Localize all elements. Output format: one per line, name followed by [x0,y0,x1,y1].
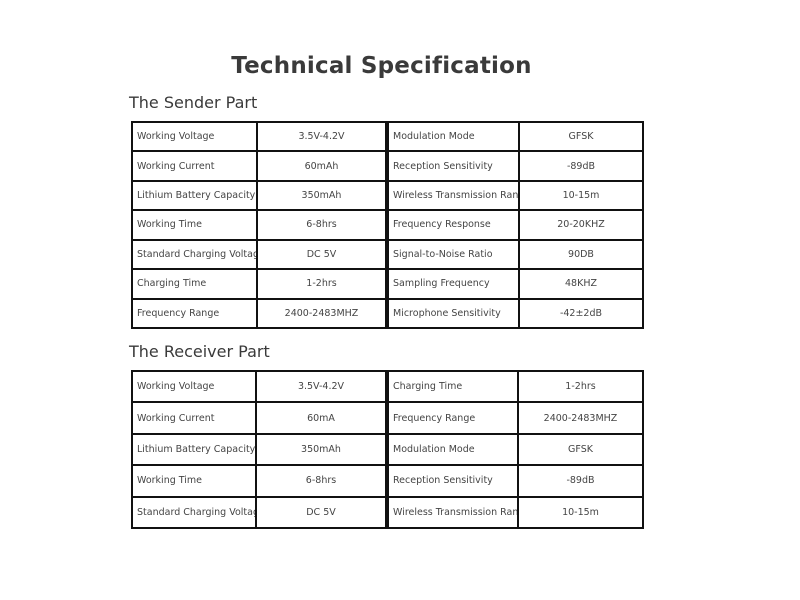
spec-label: Working Voltage [131,120,258,153]
spec-label: Working Time [131,209,258,241]
table-row: Lithium Battery Capacity 350mAh Modulation… [131,432,644,467]
spec-value: 3.5V-4.2V [256,120,388,153]
spec-value: 2400-2483MHZ [517,401,644,435]
table-row: Working Current 60mAh Reception Sensitivit… [131,150,644,182]
table-row: Standard Charging Voltage DC 5V Wireless T… [131,495,644,530]
spec-label: Working Current [131,401,257,435]
table-row: Working Time 6-8hrs Frequency Response 20-2… [131,209,644,241]
spec-label: Charging Time [131,268,258,300]
sender-heading: The Sender Part [129,93,258,112]
page-title: Technical Specification [231,53,532,79]
spec-label: Frequency Response [385,209,520,241]
spec-value: 60mA [255,401,388,435]
spec-label: Working Current [131,150,258,182]
spec-value: 3.5V-4.2V [255,369,388,404]
spec-value: 10-15m [517,495,644,530]
spec-value: -89dB [517,464,644,498]
table-row: Working Current 60mA Frequency Range 2400-2… [131,401,644,435]
spec-label: Sampling Frequency [385,268,520,300]
table-row: Frequency Range 2400-2483MHZ Microphone Se… [131,297,644,330]
table-row: Charging Time 1-2hrs Sampling Frequency 48K… [131,268,644,300]
spec-value: 6-8hrs [255,464,388,498]
sender-spec-table: Working Voltage 3.5V-4.2V Modulation Mode G… [131,120,644,330]
spec-label: Wireless Transmission Range [385,179,520,212]
spec-value: 60mAh [256,150,388,182]
spec-value: 48KHZ [518,268,644,300]
spec-value: 350mAh [255,432,388,467]
spec-label: Working Time [131,464,257,498]
spec-value: DC 5V [256,238,388,271]
spec-value: 20-20KHZ [518,209,644,241]
spec-label: Microphone Sensitivity [385,297,520,330]
receiver-heading: The Receiver Part [129,342,270,361]
spec-label: Wireless Transmission Range [385,495,519,530]
spec-label: Lithium Battery Capacity [131,432,257,467]
spec-value: -89dB [518,150,644,182]
spec-label: Frequency Range [385,401,519,435]
spec-label: Modulation Mode [385,120,520,153]
spec-value: GFSK [518,120,644,153]
spec-value: 350mAh [256,179,388,212]
spec-value: GFSK [517,432,644,467]
table-row: Working Voltage 3.5V-4.2V Modulation Mode G… [131,120,644,153]
spec-value: 1-2hrs [256,268,388,300]
spec-label: Modulation Mode [385,432,519,467]
spec-label: Signal-to-Noise Ratio [385,238,520,271]
spec-value: 90DB [518,238,644,271]
spec-label: Charging Time [385,369,519,404]
spec-value: 10-15m [518,179,644,212]
spec-value: 1-2hrs [517,369,644,404]
spec-label: Frequency Range [131,297,258,330]
spec-label: Reception Sensitivity [385,464,519,498]
spec-label: Working Voltage [131,369,257,404]
table-row: Working Voltage 3.5V-4.2V Charging Time 1-2… [131,369,644,404]
spec-label: Reception Sensitivity [385,150,520,182]
table-row: Standard Charging Voltage DC 5V Signal-to-… [131,238,644,271]
spec-value: DC 5V [255,495,388,530]
spec-label: Lithium Battery Capacity [131,179,258,212]
spec-label: Standard Charging Voltage [131,495,257,530]
spec-value: -42±2dB [518,297,644,330]
table-row: Working Time 6-8hrs Reception Sensitivity -… [131,464,644,498]
spec-value: 6-8hrs [256,209,388,241]
table-row: Lithium Battery Capacity 350mAh Wireless T… [131,179,644,212]
spec-value: 2400-2483MHZ [256,297,388,330]
spec-label: Standard Charging Voltage [131,238,258,271]
receiver-spec-table: Working Voltage 3.5V-4.2V Charging Time 1-2… [131,369,644,530]
